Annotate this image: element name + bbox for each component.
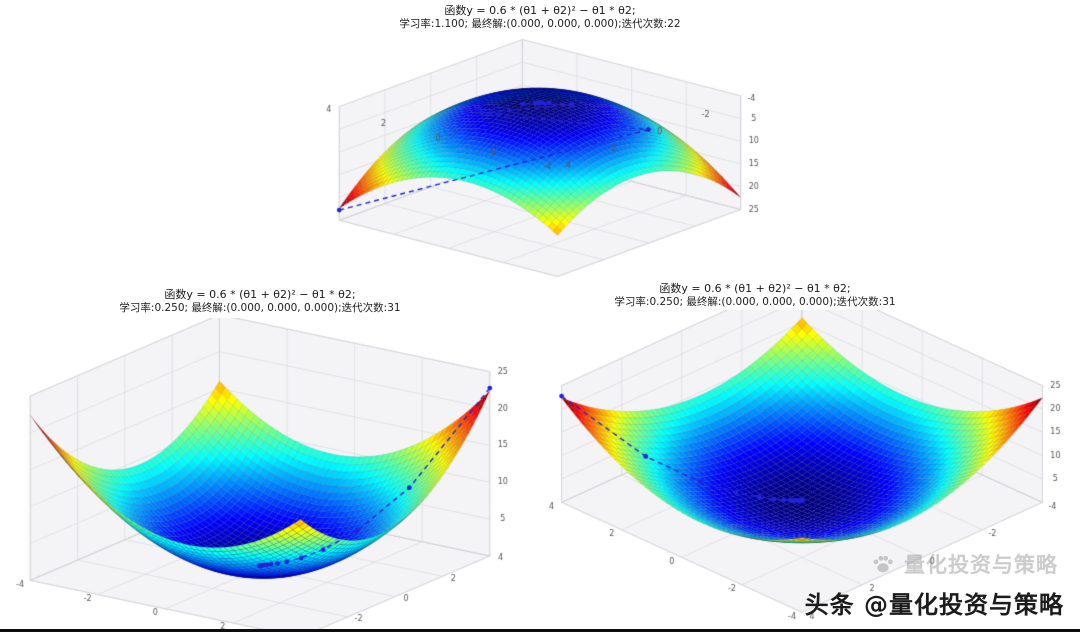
plot-bottom-right-title: 函数y = 0.6 * (θ1 + θ2)² − θ1 * θ2; 学习率:0.… xyxy=(525,282,985,309)
plot-bottom-right: 函数y = 0.6 * (θ1 + θ2)² − θ1 * θ2; 学习率:0.… xyxy=(525,282,1080,632)
bottom-divider xyxy=(0,629,1080,632)
plot-bottom-left-title-line2: 学习率:0.250; 最终解:(0.000, 0.000, 0.000);迭代次… xyxy=(119,302,401,314)
plot-top-title: 函数y = 0.6 * (θ1 + θ2)² − θ1 * θ2; 学习率:1.… xyxy=(280,4,800,31)
plot-bottom-left-title-line1: 函数y = 0.6 * (θ1 + θ2)² − θ1 * θ2; xyxy=(164,288,356,301)
plot-top-title-line1: 函数y = 0.6 * (θ1 + θ2)² − θ1 * θ2; xyxy=(444,4,636,17)
surface-plot-bottom-right xyxy=(525,310,1080,632)
plot-top-title-line2: 学习率:1.100; 最终解:(0.000, 0.000, 0.000);迭代次… xyxy=(399,18,681,30)
surface-plot-bottom-left xyxy=(0,318,520,632)
plot-top: 函数y = 0.6 * (θ1 + θ2)² − θ1 * θ2; 学习率:1.… xyxy=(280,4,800,300)
plot-bottom-left: 函数y = 0.6 * (θ1 + θ2)² − θ1 * θ2; 学习率:0.… xyxy=(0,288,520,632)
surface-plot-top xyxy=(280,34,800,300)
cat-paw-icon xyxy=(870,551,896,577)
watermark-headline: 头条 @量化投资与策略 xyxy=(804,591,1064,619)
plot-bottom-left-title: 函数y = 0.6 * (θ1 + θ2)² − θ1 * θ2; 学习率:0.… xyxy=(0,288,520,315)
watermark-faint-text: 量化投资与策略 xyxy=(904,553,1058,577)
plot-bottom-right-title-line2: 学习率:0.250; 最终解:(0.000, 0.000, 0.000);迭代次… xyxy=(614,296,896,308)
plot-bottom-right-title-line1: 函数y = 0.6 * (θ1 + θ2)² − θ1 * θ2; xyxy=(659,282,851,295)
watermark-faint: 量化投资与策略 xyxy=(870,549,1058,579)
